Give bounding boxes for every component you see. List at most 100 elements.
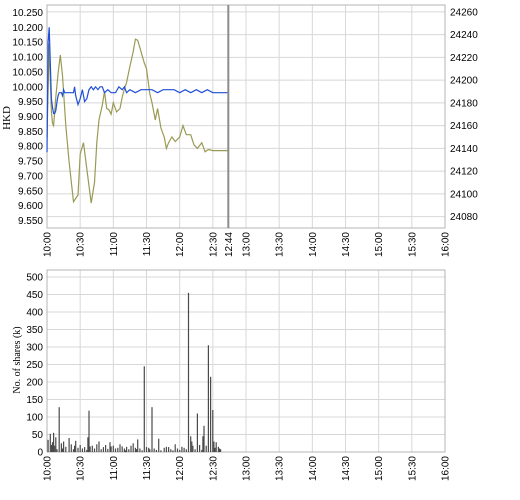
time-tick-label: 16:00 bbox=[441, 232, 452, 257]
volume-bar bbox=[218, 448, 221, 452]
time-tick-label: 10:00 bbox=[43, 232, 54, 257]
time-tick-label: 11:30 bbox=[142, 456, 153, 481]
volume-bar bbox=[107, 448, 109, 452]
volume-bar bbox=[213, 441, 215, 452]
volume-bar bbox=[89, 446, 91, 452]
price-tick-label: 9.950 bbox=[18, 97, 43, 108]
volume-bar bbox=[81, 448, 83, 452]
volume-bar bbox=[105, 445, 107, 452]
price-tick-label: 9.850 bbox=[18, 127, 43, 138]
time-tick-label: 12:00 bbox=[175, 232, 186, 257]
time-tick-label: 12:30 bbox=[208, 232, 219, 257]
price-left-axis-ticks: 10.250 10.200 10.150 10.100 10.050 10.000 9.95… bbox=[12, 8, 43, 227]
volume-bar bbox=[74, 445, 76, 452]
time-tick-label: 14:00 bbox=[308, 232, 319, 257]
time-tick-label: 12:44 bbox=[224, 232, 235, 257]
volume-bar bbox=[165, 446, 167, 453]
index-tick-label: 24080 bbox=[450, 212, 478, 223]
time-tick-label: 11:00 bbox=[109, 456, 120, 481]
index-tick-label: 24260 bbox=[450, 7, 478, 18]
time-tick-label: 10:30 bbox=[76, 456, 87, 481]
time-tick-label: 14:30 bbox=[341, 456, 352, 481]
volume-tick-label: 400 bbox=[26, 308, 43, 319]
time-tick-label: 15:30 bbox=[407, 232, 418, 257]
volume-tick-label: 0 bbox=[37, 448, 43, 459]
volume-tick-label: 50 bbox=[32, 430, 44, 441]
index-tick-label: 24220 bbox=[450, 53, 478, 64]
price-line bbox=[46, 27, 229, 153]
volume-bar bbox=[187, 292, 190, 453]
index-tick-label: 24240 bbox=[450, 30, 478, 41]
volume-bar bbox=[151, 407, 153, 452]
time-tick-label: 12:30 bbox=[208, 456, 219, 481]
volume-bar bbox=[102, 447, 104, 452]
volume-bar bbox=[149, 449, 151, 452]
volume-bar bbox=[119, 444, 121, 452]
price-chart-series bbox=[46, 5, 230, 228]
volume-bar bbox=[100, 449, 102, 452]
volume-bar bbox=[217, 446, 219, 453]
volume-bar bbox=[109, 442, 111, 452]
volume-tick-label: 250 bbox=[26, 360, 43, 371]
volume-bar bbox=[121, 446, 123, 452]
volume-bar bbox=[93, 448, 96, 452]
volume-bar bbox=[65, 446, 67, 453]
time-tick-label: 15:00 bbox=[374, 456, 385, 481]
volume-bar bbox=[114, 448, 117, 452]
time-tick-label: 15:00 bbox=[374, 232, 385, 257]
volume-bar bbox=[214, 447, 216, 452]
volume-axis-label: No. of shares (k) bbox=[12, 326, 23, 393]
volume-bar bbox=[190, 436, 192, 453]
price-tick-label: 10.050 bbox=[12, 67, 43, 78]
price-tick-label: 9.550 bbox=[18, 216, 43, 227]
price-chart-grid bbox=[46, 5, 446, 228]
volume-bar bbox=[51, 442, 54, 452]
volume-bar bbox=[163, 447, 165, 452]
index-line bbox=[46, 38, 229, 204]
volume-bar bbox=[88, 410, 90, 452]
volume-bar bbox=[181, 446, 183, 453]
volume-bar bbox=[53, 432, 55, 453]
price-time-axis-ticks: 10:00 10:30 11:00 11:30 12:00 12:30 12:44 13:00… bbox=[43, 232, 452, 257]
volume-bar bbox=[176, 448, 179, 452]
price-tick-label: 10.150 bbox=[12, 38, 43, 49]
volume-tick-label: 350 bbox=[26, 325, 43, 336]
volume-tick-label: 500 bbox=[26, 273, 43, 284]
volume-bar bbox=[84, 447, 86, 452]
index-tick-label: 24120 bbox=[450, 167, 478, 178]
time-tick-label: 11:30 bbox=[142, 232, 153, 257]
volume-bar bbox=[158, 438, 160, 452]
price-tick-label: 9.650 bbox=[18, 186, 43, 197]
volume-bar bbox=[170, 449, 172, 452]
volume-tick-label: 200 bbox=[26, 378, 43, 389]
time-tick-label: 12:00 bbox=[175, 456, 186, 481]
volume-bar bbox=[77, 447, 79, 452]
volume-time-axis-ticks: 10:00 10:30 11:00 11:30 12:00 12:30 13:00 13:30… bbox=[43, 456, 452, 481]
volume-chart-grid bbox=[46, 270, 446, 453]
price-tick-label: 10.250 bbox=[12, 8, 43, 19]
volume-bar bbox=[70, 444, 72, 452]
volume-tick-label: 300 bbox=[26, 343, 43, 354]
time-tick-label: 15:30 bbox=[407, 456, 418, 481]
volume-bar bbox=[174, 444, 176, 452]
volume-bar bbox=[49, 433, 51, 452]
price-tick-label: 9.800 bbox=[18, 142, 43, 153]
volume-bar bbox=[160, 450, 162, 453]
volume-bar bbox=[91, 445, 93, 452]
volume-bar bbox=[86, 449, 88, 452]
volume-bar bbox=[205, 445, 207, 452]
volume-chart-frame bbox=[46, 269, 446, 453]
volume-bar bbox=[58, 407, 60, 452]
volume-bar bbox=[123, 448, 125, 452]
volume-bar bbox=[72, 449, 75, 452]
volume-bar bbox=[196, 413, 198, 452]
volume-bar bbox=[87, 437, 89, 452]
volume-bar bbox=[191, 441, 193, 452]
volume-bar bbox=[148, 447, 150, 452]
time-tick-label: 13:00 bbox=[242, 456, 253, 481]
volume-bar bbox=[215, 442, 217, 452]
price-tick-label: 10.000 bbox=[12, 82, 43, 93]
volume-bar bbox=[136, 449, 138, 452]
volume-bar bbox=[185, 449, 187, 452]
